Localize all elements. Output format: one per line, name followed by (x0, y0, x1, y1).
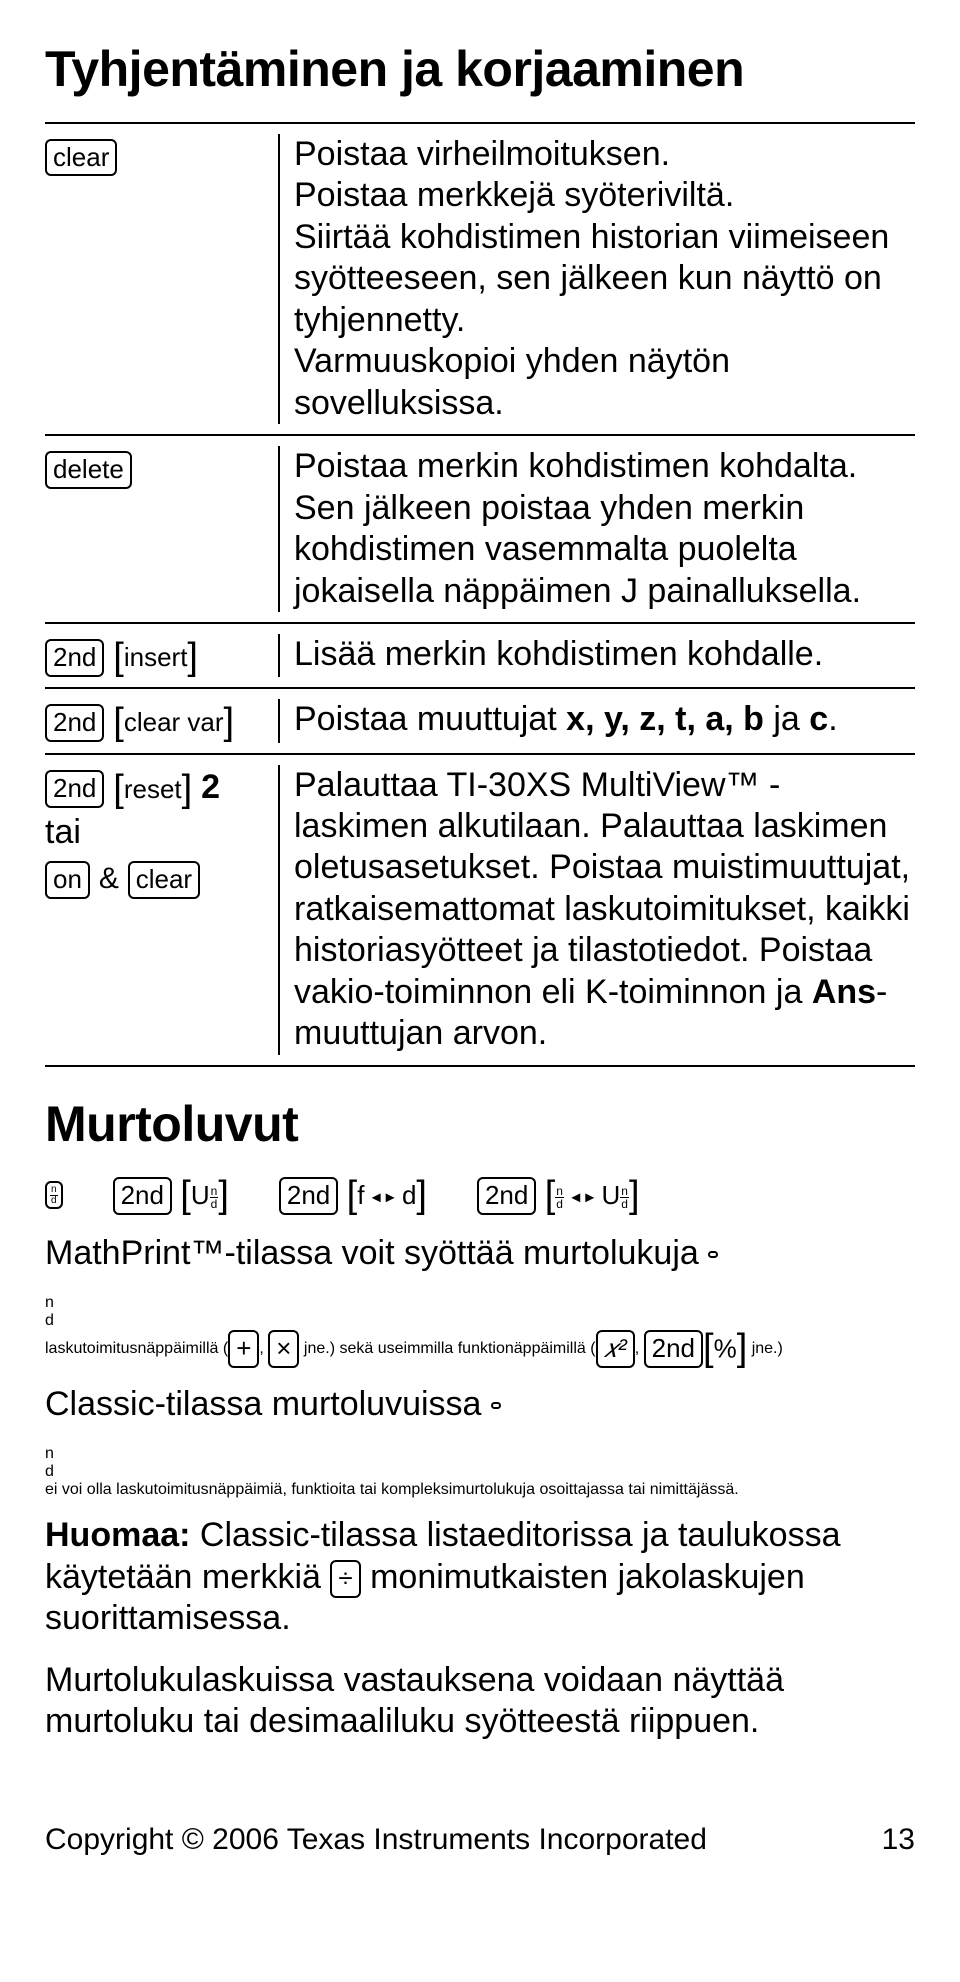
softkey-fd: f ◂ ▸ d (357, 1180, 416, 1210)
softkey-reset: reset (124, 774, 182, 804)
desc-reset: Palauttaa TI-30XS MultiView™ - laskimen … (280, 765, 915, 1055)
key-2nd: 2nd (45, 770, 104, 808)
page-footer: Copyright © 2006 Texas Instruments Incor… (45, 1823, 915, 1857)
row-insert: 2nd [insert] Lisää merkin kohdistimen ko… (45, 624, 915, 689)
desc-delete: Poistaa merkin kohdistimen kohdalta. Sen… (280, 446, 915, 612)
reset-two: 2 (201, 768, 220, 806)
reset-amp: & (99, 862, 119, 895)
footer-copyright: Copyright © 2006 Texas Instruments Incor… (45, 1823, 707, 1857)
key-2nd: 2nd (279, 1177, 338, 1215)
key-2nd: 2nd (477, 1177, 536, 1215)
key-2nd: 2nd (45, 639, 104, 677)
key-frac-icon (708, 1251, 718, 1258)
key-clear2: clear (128, 861, 200, 899)
row-clearvar: 2nd [clear var] Poistaa muuttujat x, y, … (45, 689, 915, 754)
softkey-percent: % (714, 1333, 737, 1363)
softkey-Und: Und (191, 1180, 218, 1210)
page-title: Tyhjentäminen ja korjaaminen (45, 40, 915, 98)
key-2nd: 2nd (45, 704, 104, 742)
row-reset: 2nd [reset] 2 tai on & clear Palauttaa T… (45, 755, 915, 1065)
reset-tai: tai (45, 813, 81, 851)
key-x2: 𝑥² (596, 1330, 635, 1368)
key-clear: clear (45, 139, 117, 177)
para-mathprint: MathPrint™-tilassa voit syöttää murtoluk… (45, 1233, 915, 1274)
desc-insert: Lisää merkin kohdistimen kohdalle. (280, 634, 915, 677)
footer-page: 13 (882, 1823, 915, 1857)
key-2nd: 2nd (113, 1177, 172, 1215)
key-on: on (45, 861, 90, 899)
key-divide: ÷ (330, 1560, 360, 1598)
key-2nd: 2nd (644, 1330, 703, 1368)
key-delete: delete (45, 451, 132, 489)
desc-clear: Poistaa virheilmoituksen. Poistaa merkke… (280, 134, 915, 424)
row-clear: clear Poistaa virheilmoituksen. Poistaa … (45, 124, 915, 436)
key-plus: + (228, 1330, 259, 1368)
desc-clearvar: Poistaa muuttujat x, y, z, t, a, b ja c. (280, 699, 915, 742)
key-frac-icon (491, 1402, 501, 1409)
key-times: × (268, 1330, 299, 1368)
key-frac-icon: nd (45, 1181, 63, 1209)
section-murtoluvut: Murtoluvut (45, 1095, 915, 1153)
para-huomaa: Huomaa: Classic-tilassa listaeditorissa … (45, 1515, 915, 1639)
fraction-keys-line: nd 2nd [Und] 2nd [f ◂ ▸ d] 2nd [nd ◂ ▸ U… (45, 1177, 915, 1215)
para-classic: Classic-tilassa murtoluvuissa (45, 1384, 915, 1425)
row-delete: delete Poistaa merkin kohdistimen kohdal… (45, 436, 915, 624)
softkey-clearvar: clear var (124, 707, 224, 737)
clear-table: clear Poistaa virheilmoituksen. Poistaa … (45, 122, 915, 1067)
softkey-nd-und: nd ◂ ▸ Und (555, 1180, 629, 1210)
softkey-insert: insert (124, 642, 188, 672)
para-result: Murtolukulaskuissa vastauksena voidaan n… (45, 1660, 915, 1743)
